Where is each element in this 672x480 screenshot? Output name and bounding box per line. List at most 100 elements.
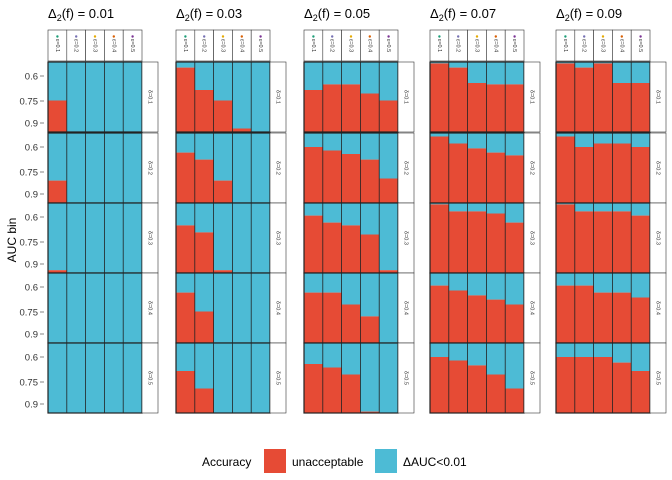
bar-segment-auc-ok	[574, 62, 594, 68]
bar-segment-unacceptable	[631, 147, 650, 203]
bar-segment-auc-ok	[448, 62, 468, 68]
bar-segment-auc-ok	[48, 273, 67, 343]
bar-segment-auc-ok	[176, 203, 195, 226]
delta-strip-label: δ=0.1	[655, 90, 661, 104]
bar-segment-auc-ok	[304, 62, 323, 90]
bar-segment-auc-ok	[556, 343, 575, 357]
epsilon-color-dot	[494, 35, 497, 38]
bar-segment-auc-ok	[341, 273, 361, 305]
bar-segment-unacceptable	[360, 159, 380, 203]
bar-segment-auc-ok	[593, 133, 613, 144]
delta-strip-label: δ=0.5	[147, 371, 153, 385]
y-tick-label: 0.6	[25, 143, 38, 154]
bar-segment-unacceptable	[556, 357, 575, 413]
bar-segment-auc-ok	[631, 273, 650, 298]
bar-segment-auc-ok	[467, 273, 487, 296]
bar-segment-auc-ok	[379, 62, 398, 101]
bar-segment-unacceptable	[556, 63, 575, 132]
delta-strip-label: δ=0.4	[655, 301, 661, 315]
legend-swatch	[375, 449, 397, 473]
y-tick-label: 0.75	[20, 168, 39, 179]
delta-strip	[649, 61, 667, 133]
bar-segment-unacceptable	[486, 84, 506, 132]
bar-segment-unacceptable	[574, 285, 594, 343]
bar-segment-auc-ok	[213, 203, 233, 271]
epsilon-strip-label: ε=0.1	[436, 39, 442, 52]
bar-segment-auc-ok	[213, 62, 233, 101]
facet-title: Δ2(f) = 0.01	[48, 6, 114, 23]
epsilon-color-dot	[75, 35, 78, 38]
bar-segment-auc-ok	[430, 203, 449, 205]
bar-segment-auc-ok	[556, 62, 575, 64]
delta-strip-label: δ=0.1	[403, 90, 409, 104]
bar-segment-auc-ok	[360, 203, 380, 235]
delta-strip	[269, 61, 287, 133]
legend-label: unacceptable	[292, 455, 364, 469]
bar-segment-auc-ok	[379, 133, 398, 179]
epsilon-color-dot	[349, 35, 353, 38]
bar-segment-unacceptable	[574, 147, 594, 203]
bar-segment-auc-ok	[430, 62, 449, 64]
bar-segment-unacceptable	[194, 311, 214, 343]
bar-segment-auc-ok	[631, 203, 650, 216]
delta-strip-label: δ=0.1	[529, 90, 535, 104]
bar-segment-auc-ok	[104, 62, 124, 132]
bar-segment-auc-ok	[194, 62, 214, 90]
epsilon-color-dot	[387, 35, 390, 38]
epsilon-strip-label: ε=0.2	[329, 39, 335, 52]
bar-segment-unacceptable	[379, 270, 398, 273]
bar-segment-unacceptable	[176, 371, 195, 413]
bar-segment-auc-ok	[213, 273, 233, 343]
bar-segment-auc-ok	[176, 62, 195, 68]
bar-segment-auc-ok	[194, 133, 214, 160]
bar-segment-auc-ok	[304, 133, 323, 147]
bar-segment-auc-ok	[360, 133, 380, 160]
delta-strip-label: δ=0.3	[655, 231, 661, 245]
bar-segment-unacceptable	[430, 204, 449, 273]
bar-segment-auc-ok	[631, 62, 650, 83]
bar-segment-unacceptable	[631, 83, 650, 132]
bar-segment-auc-ok	[322, 203, 342, 223]
bar-segment-auc-ok	[467, 343, 487, 366]
bar-segment-auc-ok	[85, 62, 105, 132]
bar-segment-unacceptable	[360, 411, 380, 413]
bar-segment-unacceptable	[505, 155, 524, 203]
y-tick-label: 0.9	[25, 330, 38, 341]
bar-segment-unacceptable	[304, 147, 323, 203]
epsilon-strip-label: ε=0.3	[220, 39, 226, 52]
bar-segment-auc-ok	[322, 133, 342, 151]
bar-segment-unacceptable	[612, 83, 632, 132]
epsilon-color-dot	[639, 35, 642, 38]
bar-segment-auc-ok	[232, 203, 252, 273]
bar-segment-auc-ok	[66, 343, 86, 413]
epsilon-color-dot	[56, 35, 59, 38]
bar-segment-auc-ok	[304, 343, 323, 364]
facet-title: Δ2(f) = 0.09	[556, 6, 622, 23]
bar-segment-auc-ok	[505, 343, 524, 389]
delta-strip-label: δ=0.3	[147, 231, 153, 245]
y-tick-label: 0.75	[20, 308, 39, 319]
bar-segment-unacceptable	[341, 374, 361, 413]
bar-segment-auc-ok	[467, 203, 487, 212]
epsilon-strip-label: ε=0.5	[385, 39, 391, 52]
bar-segment-auc-ok	[123, 203, 142, 273]
bar-segment-unacceptable	[194, 159, 214, 203]
bar-segment-unacceptable	[467, 365, 487, 413]
y-tick-label: 0.6	[25, 283, 38, 294]
epsilon-color-dot	[131, 35, 134, 38]
bar-segment-auc-ok	[304, 203, 323, 216]
epsilon-strip	[630, 29, 651, 62]
bar-segment-unacceptable	[593, 357, 613, 413]
bar-segment-unacceptable	[341, 84, 361, 132]
bar-segment-unacceptable	[486, 213, 506, 273]
bar-segment-auc-ok	[66, 273, 86, 343]
bar-segment-unacceptable	[322, 84, 342, 132]
delta-strip-label: δ=0.1	[275, 90, 281, 104]
bar-segment-auc-ok	[213, 133, 233, 181]
bar-segment-unacceptable	[304, 364, 323, 413]
bar-segment-unacceptable	[360, 234, 380, 273]
y-tick-label: 0.6	[25, 353, 38, 364]
delta-strip	[141, 61, 159, 133]
epsilon-color-dot	[564, 35, 567, 38]
